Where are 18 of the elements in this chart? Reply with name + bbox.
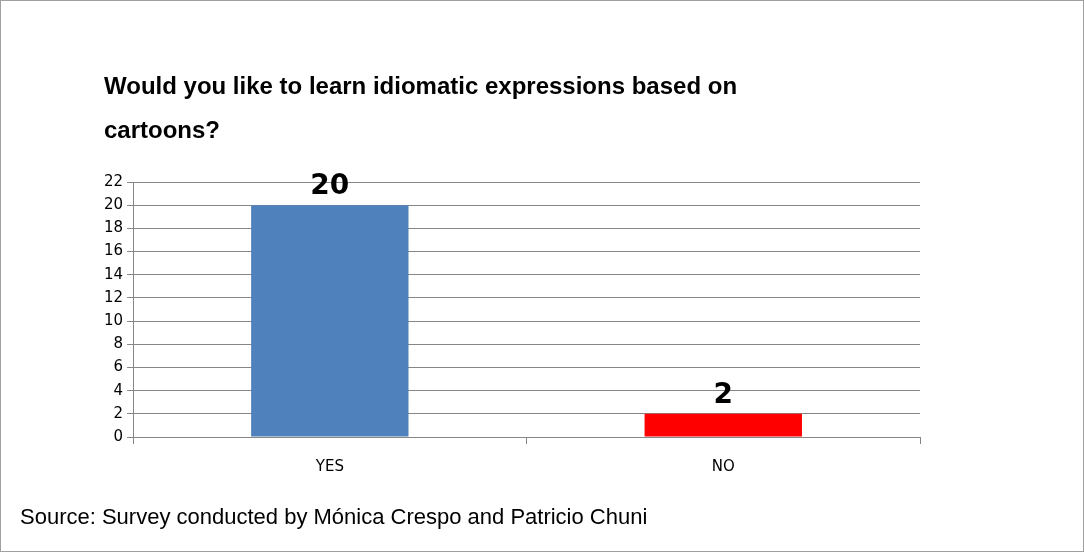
- y-tick-label: 2: [113, 403, 124, 422]
- y-tick-label: 18: [103, 218, 124, 237]
- y-tick-label: 10: [103, 310, 124, 329]
- source-note: Source: Survey conducted by Mónica Crespo and Patricio Chuni: [20, 504, 648, 530]
- y-tick-label: 8: [113, 334, 124, 353]
- y-tick-label: 4: [113, 380, 124, 399]
- data-label: 2: [713, 377, 734, 411]
- y-tick-label: 22: [103, 171, 124, 190]
- chart-title: Would you like to learn idiomatic expressions based on cartoons?: [104, 71, 739, 145]
- x-tick-label: NO: [711, 456, 735, 475]
- data-label: 20: [310, 168, 350, 202]
- y-tick-label: 12: [103, 287, 124, 306]
- y-tick-label: 6: [113, 357, 124, 376]
- y-tick-label: 20: [103, 195, 124, 214]
- y-tick-label: 14: [103, 264, 124, 283]
- y-tick-label: 16: [103, 241, 124, 260]
- x-tick-label: YES: [314, 456, 344, 475]
- y-tick-label: 0: [113, 426, 124, 445]
